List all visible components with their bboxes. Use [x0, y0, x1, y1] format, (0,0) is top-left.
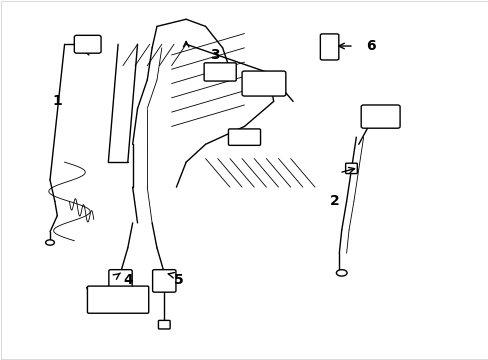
Ellipse shape	[336, 270, 346, 276]
FancyBboxPatch shape	[109, 270, 132, 292]
Text: 1: 1	[52, 94, 62, 108]
Text: 3: 3	[210, 48, 220, 62]
Text: 4: 4	[122, 273, 132, 287]
FancyBboxPatch shape	[242, 71, 285, 96]
Text: 2: 2	[329, 194, 339, 208]
FancyBboxPatch shape	[320, 34, 338, 60]
FancyBboxPatch shape	[345, 163, 357, 174]
FancyBboxPatch shape	[203, 63, 236, 81]
Text: 6: 6	[366, 39, 375, 53]
Ellipse shape	[45, 240, 54, 245]
FancyBboxPatch shape	[361, 105, 399, 128]
FancyBboxPatch shape	[228, 129, 260, 145]
FancyBboxPatch shape	[74, 35, 101, 53]
Text: 5: 5	[174, 273, 183, 287]
FancyBboxPatch shape	[152, 270, 176, 292]
FancyBboxPatch shape	[158, 320, 170, 329]
FancyBboxPatch shape	[87, 286, 148, 313]
